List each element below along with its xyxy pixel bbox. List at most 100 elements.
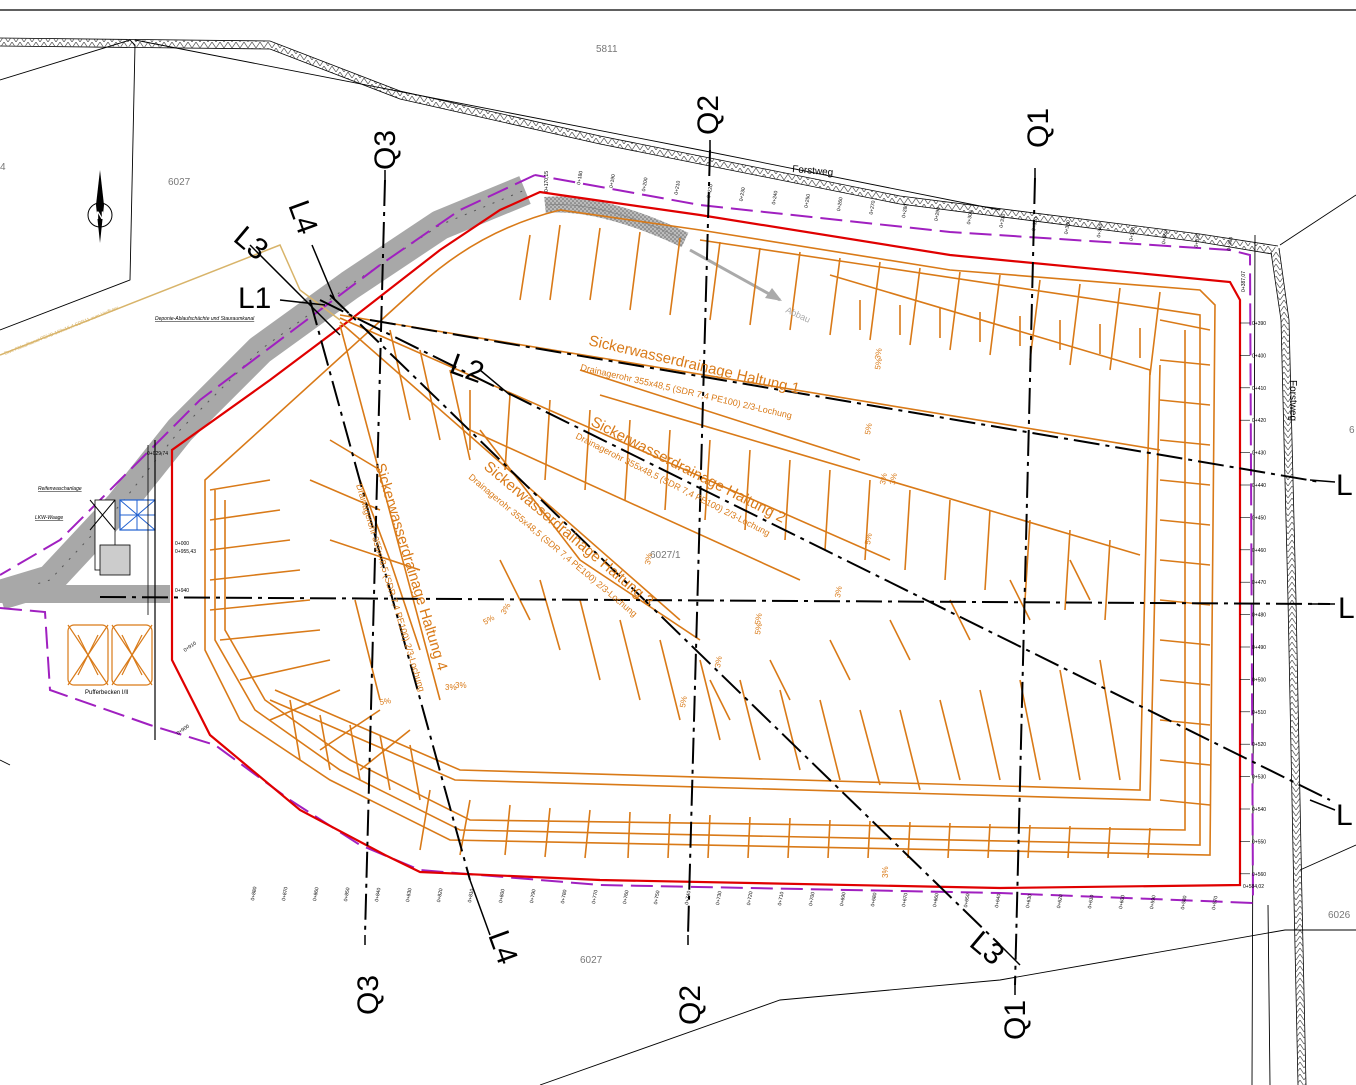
station-top: 0+210 (674, 180, 682, 195)
section-l4-bottom: L4 (481, 926, 523, 969)
road-top-edge (0, 38, 1276, 254)
road-forstweg-right: Forstweg (1287, 380, 1298, 421)
station-bottom: 0+710 (777, 891, 785, 906)
station-bottom: 0+840 (374, 887, 382, 902)
section-q1-top: Q1 (1022, 108, 1055, 148)
station-right: 0+530 (1252, 775, 1266, 781)
station-right: 0+540 (1252, 807, 1266, 813)
section-q2-bottom: Q2 (674, 985, 707, 1025)
pufferbecken-label: Pufferbecken I/II (85, 690, 129, 696)
station-right: 0+440 (1252, 483, 1266, 489)
station-right: 0+470 (1252, 580, 1266, 586)
slope-label: 3% (445, 683, 457, 692)
station-bottom: 0+860 (312, 887, 320, 902)
station-top: 0+330 (1064, 220, 1072, 235)
station-top: 0+220 (706, 183, 714, 198)
station-top: 0+340 (1096, 223, 1104, 238)
station-right: 0+560 (1252, 872, 1266, 878)
station-top: 0+380 (1226, 236, 1234, 251)
slope-label: 3% (878, 472, 889, 485)
section-l4-top: L4 (281, 196, 323, 239)
station-right: 0+480 (1252, 613, 1266, 619)
station-bottom: 0+780 (560, 889, 568, 904)
station-bottom: 0+590 (1149, 895, 1157, 910)
station-top: 0+270 (869, 200, 877, 215)
station-top: 0+310 (999, 213, 1007, 228)
station-bottom: 0+850 (343, 887, 351, 902)
parcel-6027-a: 6027 (168, 177, 191, 188)
station-start: 0+000 (175, 541, 189, 547)
svg-text:N: N (96, 210, 104, 222)
station-right: 0+500 (1252, 677, 1266, 683)
section-l3-bottom: L3 (964, 925, 1011, 972)
section-right-2: L (1338, 592, 1355, 625)
lkw-waage-label: LKW-Waage (35, 515, 63, 521)
station-bottom: 0+720 (746, 891, 754, 906)
sew-label: Swe-Ablaufkanal PEHD 160x16,4 SDR11 zum … (4, 305, 120, 357)
parcel-6027-1: 6027/1 (650, 550, 681, 561)
station-bottom: 0+880 (250, 886, 258, 901)
drainage-network (204, 209, 1216, 859)
pufferbecken-basins (67, 624, 153, 686)
station-right: 0+550 (1252, 839, 1266, 845)
drainage-2-title: Sickerwasserdrainage Haltung 2 (588, 413, 788, 526)
station-start-b: 0+955,43 (175, 549, 196, 555)
station-top: 0+300 (966, 210, 974, 225)
parcel-5811: 5811 (596, 44, 618, 55)
station-labels: 0+180 0+190 0+200 0+210 0+220 0+230 0+240 0+250… (250, 170, 1266, 910)
road-forstweg-top: Forstweg (792, 164, 834, 179)
section-lines (99, 149, 1331, 986)
slope-label: 3% (833, 585, 844, 598)
station-bottom: 0+620 (1056, 894, 1064, 909)
slope-label: 3% (499, 601, 513, 616)
station-right: 0+430 (1252, 451, 1266, 457)
slope-label: 3% (643, 552, 654, 565)
slope-markers: 3%5%3%5%3%5%3%5%3%5%3%5%3%5%3%3%5%3% (379, 347, 899, 878)
section-l3-top: L3 (228, 220, 275, 267)
station-top: 0+250 (804, 193, 812, 208)
slope-label: 5% (863, 422, 874, 435)
station-top: 0+360 (1161, 230, 1169, 245)
slope-label: 5% (753, 612, 764, 625)
station-bottom: 0+640 (994, 893, 1002, 908)
section-right-1: L (1336, 469, 1353, 502)
red-landfill-boundary (170, 190, 1242, 890)
station-bottom: 0+690 (839, 892, 847, 907)
station-bottom: 0+700 (808, 891, 816, 906)
parcel-6027-b: 6027 (580, 955, 603, 966)
drainage-3-pipe: Drainagerohr 355x48,5 (SDR 7,4 PE100) 2/… (467, 472, 639, 619)
station-bottom: 0+740 (684, 890, 692, 905)
station-940: 0+940 (175, 588, 189, 594)
slope-label: 5% (873, 357, 884, 370)
slope-label: 5% (482, 613, 497, 627)
station-900: 0+900 (176, 724, 191, 737)
section-q3-top: Q3 (369, 130, 402, 170)
station-right: 0+510 (1252, 710, 1266, 716)
station-bottom: 0+630 (1025, 893, 1033, 908)
slope-label: 3% (455, 681, 467, 690)
station-170: 0+170,15 (544, 171, 550, 192)
section-q2-top: Q2 (692, 95, 725, 135)
station-bottom: 0+760 (622, 890, 630, 905)
slope-label: 5% (678, 695, 689, 708)
section-right-3: L (1336, 799, 1353, 832)
station-right: 0+520 (1252, 742, 1266, 748)
station-top: 0+260 (836, 197, 844, 212)
station-right: 0+460 (1252, 548, 1266, 554)
abbau-label: Abbau (784, 305, 812, 325)
station-bottom: 0+730 (715, 890, 723, 905)
parcel-6026: 6026 (1328, 910, 1351, 921)
reifenwaschanlage-label: Reifenwaschanlage (38, 486, 82, 492)
station-top: 0+200 (641, 177, 649, 192)
slope-label: 3% (713, 655, 724, 668)
section-q1-bottom: Q1 (999, 1000, 1032, 1040)
slope-label: 5% (753, 622, 764, 635)
slope-label: 3% (881, 866, 890, 878)
slope-label: 5% (863, 532, 874, 545)
station-bottom: 0+600 (1118, 894, 1126, 909)
station-right: 0+420 (1252, 418, 1266, 424)
station-top: 0+180 (576, 170, 584, 185)
station-bottom: 0+750 (653, 890, 661, 905)
station-right: 0+390 (1252, 321, 1266, 327)
station-end: 0+584,02 (1243, 884, 1264, 890)
